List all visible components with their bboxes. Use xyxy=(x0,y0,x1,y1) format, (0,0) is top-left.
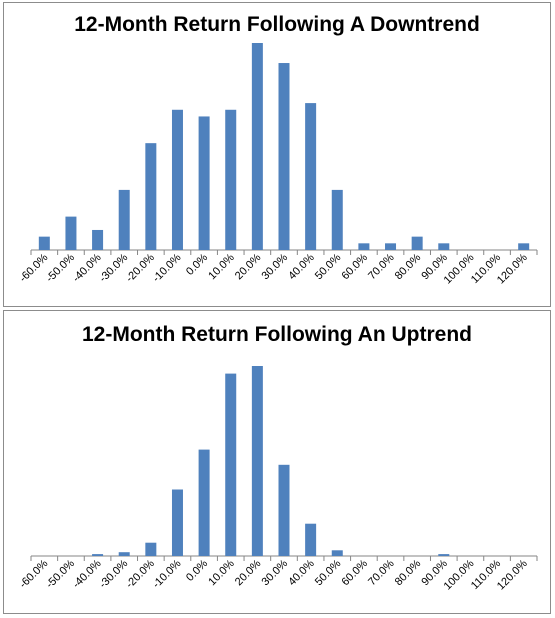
downtrend-bar xyxy=(331,189,343,250)
downtrend-bar xyxy=(198,116,210,250)
downtrend-bar xyxy=(92,229,104,250)
uptrend-bar xyxy=(331,550,343,556)
uptrend-bar xyxy=(118,552,130,556)
uptrend-tick-label: 30.0% xyxy=(260,557,291,588)
downtrend-bar xyxy=(65,216,77,250)
uptrend-tick-label: 70.0% xyxy=(366,557,397,588)
downtrend-tick-label: 120.0% xyxy=(495,251,530,286)
downtrend-tick-label: -40.0% xyxy=(71,251,104,284)
downtrend-tick-label: 40.0% xyxy=(286,251,317,282)
downtrend-bar xyxy=(171,109,183,250)
downtrend-tick-label: 30.0% xyxy=(260,251,291,282)
downtrend-tick-label: 20.0% xyxy=(233,251,264,282)
uptrend-tick-label: -40.0% xyxy=(71,557,104,590)
downtrend-tick-label: -20.0% xyxy=(124,251,157,284)
downtrend-bar xyxy=(225,109,237,250)
uptrend-bar xyxy=(438,554,450,556)
downtrend-bar xyxy=(278,63,290,250)
uptrend-bar xyxy=(225,373,237,556)
downtrend-tick-label: 10.0% xyxy=(206,251,237,282)
downtrend-tick-label: 60.0% xyxy=(339,251,370,282)
uptrend-tick-label: 120.0% xyxy=(495,557,530,592)
uptrend-tick-label: -10.0% xyxy=(150,557,183,590)
uptrend-bar xyxy=(305,523,317,556)
uptrend-tick-label: -30.0% xyxy=(97,557,130,590)
uptrend-tick-label: -50.0% xyxy=(44,557,77,590)
uptrend-tick-label: 40.0% xyxy=(286,557,317,588)
uptrend-chart-svg: -60.0%-50.0%-40.0%-30.0%-20.0%-10.0% 0.0%… xyxy=(17,366,538,593)
downtrend-tick-label: 80.0% xyxy=(393,251,424,282)
downtrend-tick-label: -10.0% xyxy=(150,251,183,284)
uptrend-bar xyxy=(251,366,263,556)
downtrend-bar xyxy=(438,243,450,250)
downtrend-chart-panel: 12-Month Return Following A Downtrend -6… xyxy=(3,2,551,307)
uptrend-tick-label: -20.0% xyxy=(124,557,157,590)
downtrend-tick-label: -50.0% xyxy=(44,251,77,284)
downtrend-bar xyxy=(251,43,263,250)
uptrend-bar xyxy=(278,464,290,556)
uptrend-tick-label: 10.0% xyxy=(206,557,237,588)
downtrend-bar xyxy=(118,189,130,250)
downtrend-bar xyxy=(145,143,157,250)
uptrend-bar xyxy=(198,449,210,556)
downtrend-bar xyxy=(518,243,530,250)
downtrend-tick-label: 50.0% xyxy=(313,251,344,282)
downtrend-tick-label: -30.0% xyxy=(97,251,130,284)
downtrend-bar xyxy=(38,236,50,250)
downtrend-chart-svg: -60.0%-50.0%-40.0%-30.0%-20.0%-10.0% 0.0%… xyxy=(17,43,538,287)
downtrend-bar xyxy=(411,236,423,250)
uptrend-bar xyxy=(171,489,183,556)
uptrend-tick-label: 60.0% xyxy=(339,557,370,588)
uptrend-bar xyxy=(92,554,104,556)
uptrend-tick-label: 20.0% xyxy=(233,557,264,588)
uptrend-chart-panel: 12-Month Return Following An Uptrend -60… xyxy=(3,310,551,614)
uptrend-tick-label: -60.0% xyxy=(17,557,50,590)
uptrend-tick-label: 80.0% xyxy=(393,557,424,588)
uptrend-bar xyxy=(145,542,157,556)
downtrend-tick-label: -60.0% xyxy=(17,251,50,284)
uptrend-chart-title: 12-Month Return Following An Uptrend xyxy=(81,323,472,346)
downtrend-bar xyxy=(358,243,370,250)
uptrend-tick-label: 50.0% xyxy=(313,557,344,588)
downtrend-chart-title: 12-Month Return Following A Downtrend xyxy=(74,13,480,36)
downtrend-bar xyxy=(305,103,317,250)
downtrend-tick-label: 70.0% xyxy=(366,251,397,282)
downtrend-bar xyxy=(385,243,397,250)
